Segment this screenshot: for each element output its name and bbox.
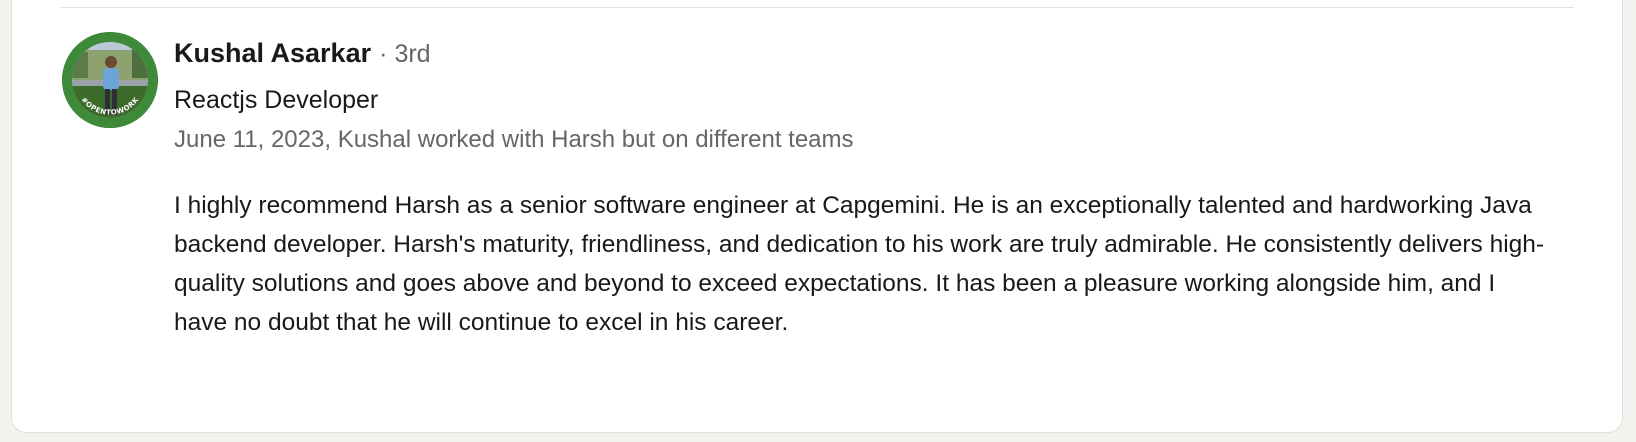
recommendation-meta: June 11, 2023, Kushal worked with Harsh …: [174, 126, 854, 153]
avatar[interactable]: #OPENTOWORK: [62, 32, 158, 128]
recommendation-text: I highly recommend Harsh as a senior sof…: [174, 192, 1545, 336]
divider: [60, 7, 1574, 8]
recommendation-card: #OPENTOWORK Kushal Asarkar · 3rd Reactjs…: [12, 0, 1622, 432]
recommender-headline: Reactjs Developer: [174, 86, 379, 114]
recommender-header: Kushal Asarkar · 3rd: [174, 38, 431, 69]
recommender-name[interactable]: Kushal Asarkar: [174, 38, 372, 68]
separator-dot: ·: [379, 40, 388, 68]
avatar-photo: #OPENTOWORK: [62, 32, 158, 128]
connection-degree: 3rd: [394, 40, 431, 68]
